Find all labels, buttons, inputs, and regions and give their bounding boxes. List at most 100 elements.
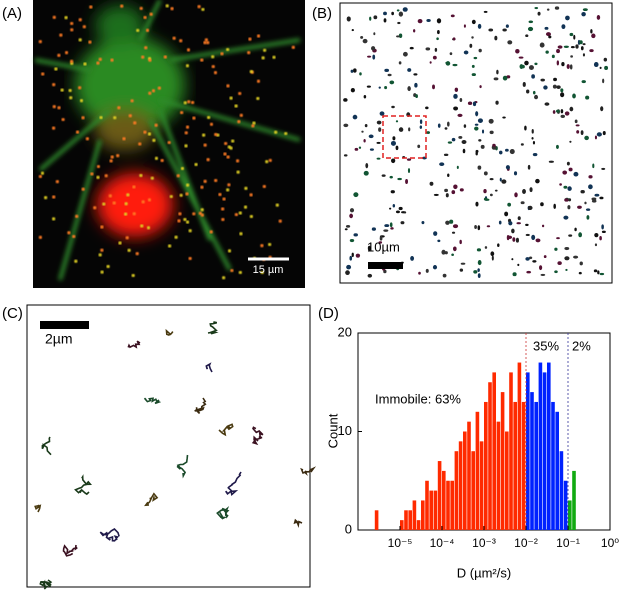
trajectory [398, 11, 404, 17]
punctum [184, 131, 188, 135]
punctum [202, 133, 206, 137]
punctum [183, 101, 187, 105]
trajectory [469, 43, 473, 48]
trajectory [540, 202, 544, 207]
punctum [214, 178, 218, 183]
punctum [40, 171, 45, 175]
punctum [188, 256, 192, 261]
punctum [96, 61, 100, 65]
trajectory [398, 61, 402, 65]
trajectory [463, 124, 467, 128]
trajectory [570, 55, 573, 58]
annotation: Immobile: 63% [375, 391, 461, 406]
trajectory [390, 190, 395, 194]
trajectory [507, 40, 513, 45]
trajectory [449, 219, 454, 224]
trajectory [526, 270, 532, 274]
trajectory [575, 44, 579, 49]
punctum [75, 130, 80, 134]
trajectory [376, 141, 381, 144]
trajectory [384, 68, 390, 73]
trajectory [405, 178, 409, 185]
trajectory [384, 224, 390, 228]
histogram-bar [513, 401, 518, 530]
trajectory [593, 62, 599, 68]
trajectory [483, 197, 488, 201]
trajectory [346, 264, 352, 270]
punctum [96, 164, 101, 169]
trajectory [551, 54, 555, 59]
trajectory [529, 187, 533, 193]
trajectory [398, 33, 403, 38]
trajectory [444, 127, 448, 130]
trajectory [397, 177, 402, 181]
trajectory [588, 184, 593, 190]
trajectory [383, 18, 387, 23]
trajectory [451, 231, 456, 234]
trajectory [403, 211, 407, 214]
trajectory [478, 139, 482, 142]
trajectory [546, 8, 550, 11]
histogram-bar [526, 372, 530, 530]
trajectory [602, 78, 605, 84]
trajectory [599, 272, 605, 276]
trajectory [574, 119, 578, 124]
punctum [207, 115, 211, 120]
trajectory [543, 255, 547, 259]
trajectory [363, 95, 367, 99]
punctum [190, 100, 195, 105]
trajectory [539, 42, 545, 48]
punctum [160, 158, 164, 163]
trajectory [367, 245, 371, 251]
trajectory [488, 118, 494, 124]
punctum [78, 86, 82, 90]
trajectory [478, 48, 482, 53]
trajectory [437, 30, 440, 35]
trajectory [418, 271, 421, 275]
trajectory [350, 87, 355, 93]
trajectory [499, 150, 503, 155]
punctum [203, 41, 207, 45]
punctum [198, 211, 202, 215]
trajectory [483, 188, 487, 194]
trajectory [560, 109, 564, 114]
histogram-bar [458, 441, 463, 530]
trajectory [579, 40, 583, 45]
punctum [98, 57, 102, 61]
trajectory [480, 144, 485, 149]
trajectory [453, 93, 458, 99]
punctum [51, 126, 56, 130]
punctum [44, 196, 48, 200]
trajectory [456, 165, 459, 169]
punctum [68, 88, 72, 93]
trajectory [462, 148, 466, 154]
trajectory [600, 106, 604, 112]
trajectory [526, 89, 530, 94]
punctum [224, 141, 228, 146]
panel-c [26, 304, 317, 590]
trajectory [349, 213, 354, 219]
punctum [180, 110, 184, 115]
punctum [88, 40, 92, 44]
trajectory [434, 47, 438, 52]
punctum [147, 132, 152, 136]
punctum [186, 183, 190, 187]
trajectory [381, 174, 386, 177]
trajectory [432, 265, 438, 270]
histogram-bar [555, 411, 560, 530]
trajectory [445, 193, 449, 198]
punctum [226, 84, 230, 88]
trajectory [532, 90, 536, 95]
trajectory [459, 188, 464, 192]
trajectory [528, 65, 534, 70]
trajectory [580, 46, 584, 51]
trajectory [564, 198, 569, 202]
trajectory [391, 158, 396, 164]
trajectory [576, 130, 580, 134]
trajectory [433, 193, 439, 196]
punctum [116, 153, 120, 158]
punctum [104, 174, 108, 178]
x-tick-label: 10⁻¹ [556, 536, 580, 550]
trajectory [452, 246, 457, 252]
trajectory [584, 135, 589, 141]
